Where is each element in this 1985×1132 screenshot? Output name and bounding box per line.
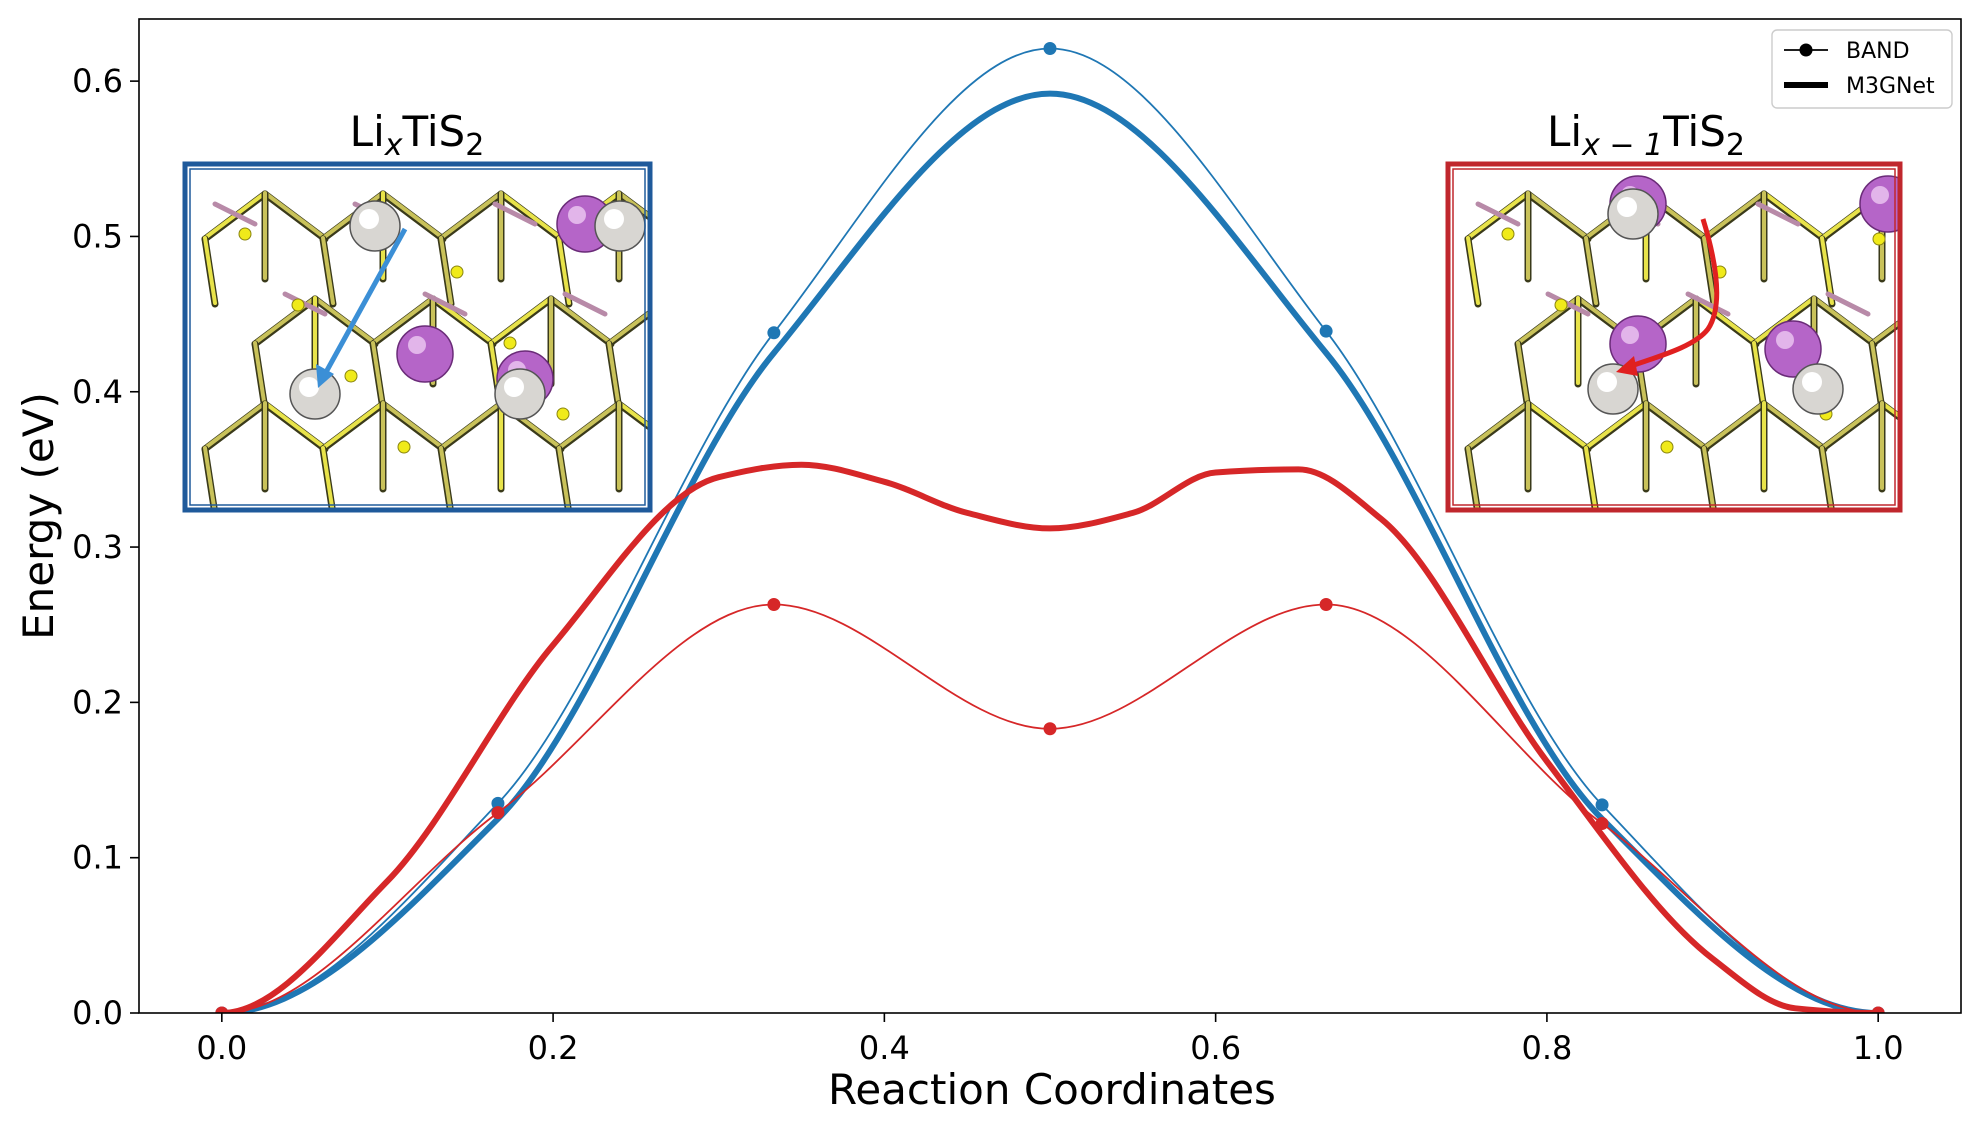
arrow-head-icon <box>1616 356 1638 376</box>
inset-lixtis2: LixTiS2 <box>182 107 653 513</box>
inset-frame-inner <box>189 168 646 506</box>
data-point <box>491 806 505 820</box>
inset-frame <box>182 161 653 513</box>
data-point <box>1595 798 1609 812</box>
arrow-head-icon <box>316 364 334 388</box>
crystal-structure-picture <box>185 164 650 510</box>
x-axis-title: Reaction Coordinates <box>828 1065 1276 1114</box>
x-tick-label: 0.0 <box>196 1029 247 1067</box>
y-tick-label: 0.1 <box>72 839 123 877</box>
y-axis-title: Energy (eV) <box>14 392 63 640</box>
data-point <box>1043 42 1057 56</box>
series-line-m3gnet-blue <box>218 90 1882 1013</box>
inset-title: LixTiS2 <box>350 107 485 163</box>
inset-frame-inner <box>1452 168 1896 506</box>
y-tick-label: 0.6 <box>72 62 123 100</box>
data-point <box>1043 722 1057 736</box>
inset-frame <box>1445 161 1903 513</box>
x-tick-label: 1.0 <box>1853 1029 1904 1067</box>
inset-lix-1tis2: Lix − 1TiS2 <box>1445 107 1903 513</box>
y-tick-label: 0.2 <box>72 683 123 721</box>
migration-arrow <box>1622 218 1720 372</box>
x-tick-label: 0.8 <box>1521 1029 1572 1067</box>
x-tick-label: 0.4 <box>859 1029 910 1067</box>
inset-title: Lix − 1TiS2 <box>1547 107 1745 163</box>
legend-label-band: BAND <box>1846 39 1910 64</box>
structure-insets: LixTiS2 Lix − 1TiS2 <box>182 107 1903 513</box>
legend: BAND M3GNet <box>1771 29 1953 109</box>
y-tick-label: 0.0 <box>72 994 123 1032</box>
plot-area <box>215 42 1885 1013</box>
y-tick-label: 0.4 <box>72 373 123 411</box>
x-tick-label: 0.2 <box>528 1029 579 1067</box>
data-point <box>767 326 781 340</box>
y-tick-label: 0.5 <box>72 217 123 255</box>
plot-frame <box>138 18 1962 1014</box>
axes: 0.0 0.2 0.4 0.6 0.8 1.0 0.0 0.1 0.2 0.3 0.4 0.5 0.6 <box>72 62 1904 1067</box>
series-line-m3gnet-red <box>218 461 1882 1013</box>
data-point <box>1319 598 1333 612</box>
crystal-structure-picture <box>1448 164 1900 510</box>
legend-band-marker <box>1799 43 1813 57</box>
series-line-band-red <box>220 603 1880 1013</box>
data-point <box>491 796 505 810</box>
migration-arrow <box>322 227 408 376</box>
legend-label-m3gnet: M3GNet <box>1846 74 1935 99</box>
y-tick-label: 0.3 <box>72 528 123 566</box>
data-point <box>1319 324 1333 338</box>
data-point <box>767 598 781 612</box>
x-tick-label: 0.6 <box>1190 1029 1241 1067</box>
